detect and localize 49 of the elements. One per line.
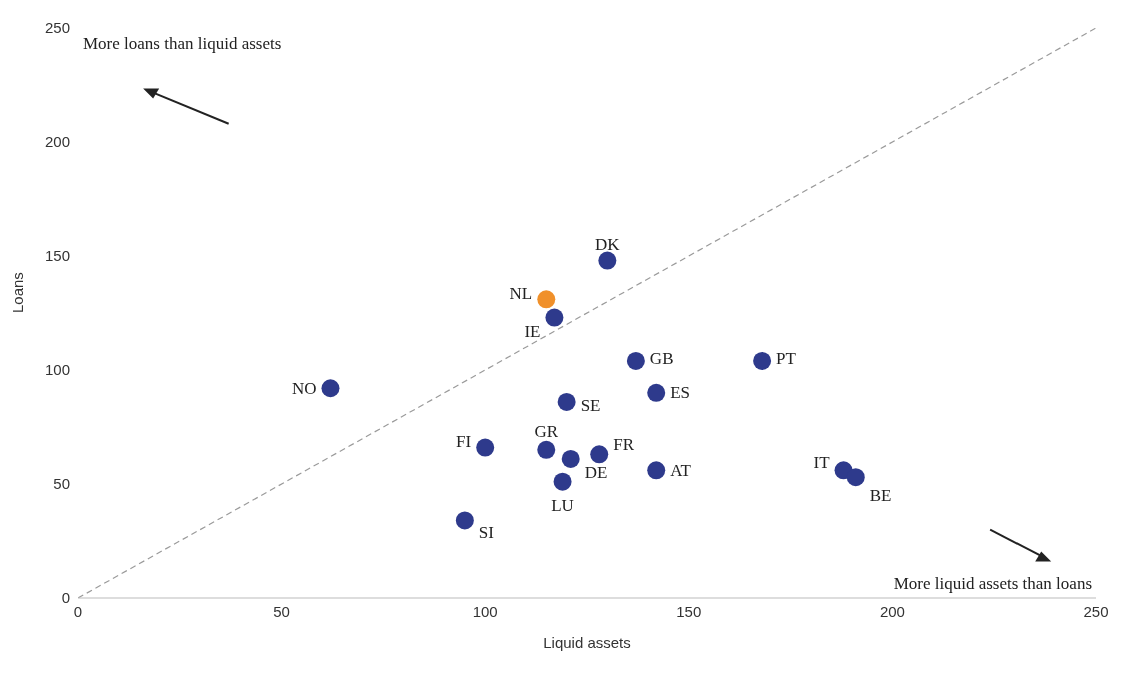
- y-tick-label: 0: [61, 589, 70, 607]
- series-label: DE: [584, 463, 608, 483]
- x-tick-label: 50: [273, 602, 290, 620]
- point: [553, 472, 572, 491]
- series-label: FI: [456, 432, 472, 452]
- series-label: DK: [595, 235, 621, 255]
- series-label: IT: [813, 452, 831, 472]
- point: [846, 468, 865, 487]
- y-tick-label: 50: [53, 475, 70, 493]
- series-label: SE: [580, 396, 601, 416]
- point: [590, 445, 609, 464]
- point: [753, 351, 772, 370]
- series-label: GB: [649, 349, 674, 369]
- point: [545, 308, 564, 327]
- point: [647, 383, 666, 402]
- series-label: SI: [478, 522, 495, 542]
- point: [557, 392, 576, 411]
- point: [626, 351, 645, 370]
- y-tick-label: 250: [44, 19, 70, 37]
- series-label: FR: [613, 434, 635, 454]
- annotation: More loans than liquid assets: [83, 34, 282, 54]
- x-tick-label: 0: [73, 602, 83, 620]
- point: [476, 438, 495, 457]
- point: [647, 461, 666, 480]
- series-label: LU: [551, 496, 574, 516]
- series-label: NO: [291, 378, 317, 398]
- point: [561, 449, 580, 468]
- point: [321, 379, 340, 398]
- x-tick-label: 200: [879, 602, 905, 620]
- series-label: ES: [670, 383, 691, 403]
- y-tick-label: 200: [44, 133, 70, 151]
- point: [537, 290, 556, 309]
- point: [455, 511, 474, 530]
- x-tick-label: 150: [676, 602, 702, 620]
- series-label: GR: [534, 422, 559, 442]
- x-axis-title: Liquid assets: [543, 634, 631, 651]
- series-label: NL: [509, 283, 533, 303]
- y-axis-title: Loans: [9, 272, 27, 313]
- point: [537, 440, 556, 459]
- y-tick-label: 100: [44, 361, 70, 379]
- series-label: IE: [524, 322, 541, 342]
- series-label: BE: [869, 485, 892, 505]
- y-tick-label: 150: [44, 247, 70, 265]
- point: [598, 251, 617, 270]
- series-label: AT: [670, 460, 692, 480]
- annotation: More liquid assets than loans: [893, 574, 1092, 594]
- x-tick-label: 250: [1083, 602, 1109, 620]
- x-tick-label: 100: [472, 602, 498, 620]
- series-label: PT: [776, 349, 797, 369]
